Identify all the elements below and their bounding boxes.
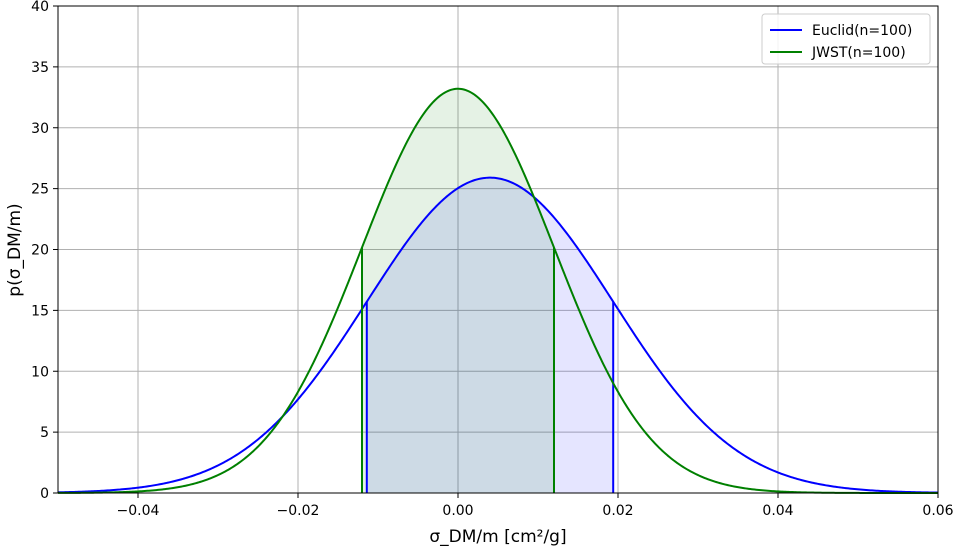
- series-line: [58, 87, 938, 494]
- shaded-regions: [362, 88, 614, 494]
- shaded-region: [366, 177, 614, 494]
- x-axis-label: σ_DM/m [cm²/g]: [429, 527, 566, 547]
- y-tick-label: 30: [31, 121, 49, 137]
- y-axis-label: p(σ_DM/m): [5, 203, 25, 296]
- y-tick-label: 20: [31, 243, 49, 259]
- x-tick-label: −0.02: [277, 503, 320, 519]
- series-line: [57, 176, 939, 494]
- y-tick-label: 5: [40, 425, 49, 441]
- y-tick-label: 35: [31, 60, 49, 76]
- y-tick-label: 25: [31, 182, 49, 198]
- y-tick-label: 0: [40, 486, 49, 502]
- legend: Euclid(n=100) JWST(n=100): [761, 13, 931, 65]
- x-tick-label: 0.06: [922, 503, 953, 519]
- legend-entry: Euclid(n=100): [812, 23, 912, 39]
- x-tick-label: −0.04: [117, 503, 160, 519]
- shaded-region: [362, 88, 554, 493]
- series-lines: [57, 87, 939, 494]
- y-tick-label: 10: [31, 364, 49, 380]
- legend-entry: JWST(n=100): [811, 45, 906, 61]
- x-tick-label: 0.04: [762, 503, 793, 519]
- y-tick-label: 40: [31, 0, 49, 15]
- x-tick-label: 0.00: [442, 503, 473, 519]
- ticks: −0.04 −0.02 0.00 0.02 0.04 0.06 0 5 10 15 20 25 30 35…: [31, 0, 954, 519]
- x-tick-label: 0.02: [602, 503, 633, 519]
- y-tick-label: 15: [31, 303, 49, 319]
